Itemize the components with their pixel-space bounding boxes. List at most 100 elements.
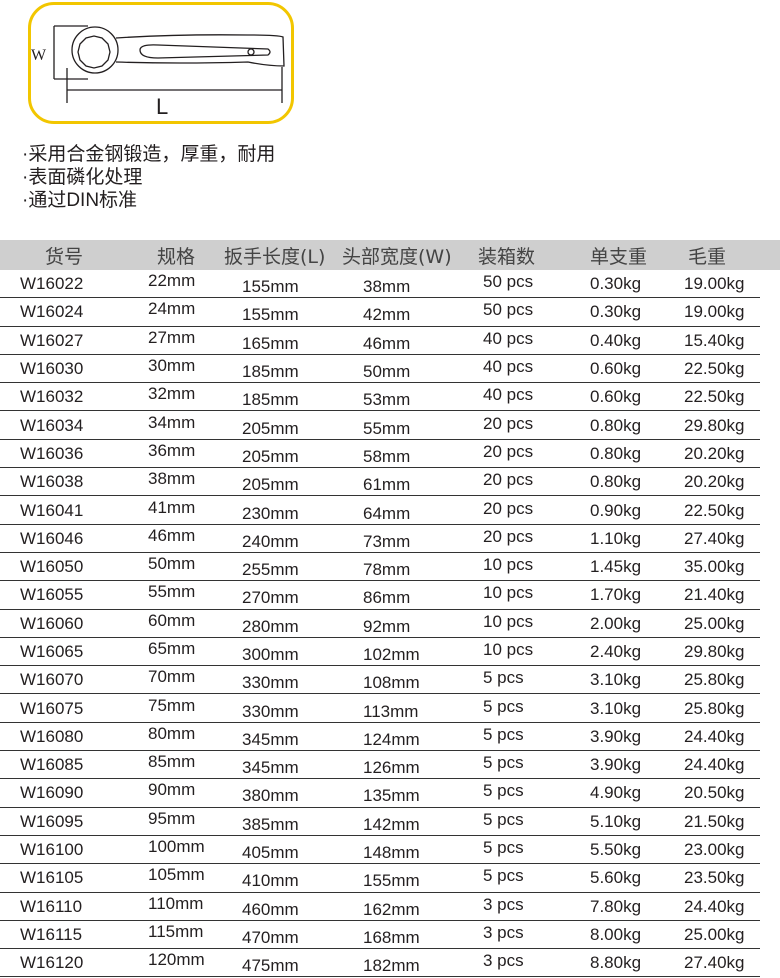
feature-list: ·采用合金钢锻造，厚重，耐用 ·表面磷化处理 ·通过DIN标准 (22, 143, 275, 212)
cell-gross-weight: 25.00kg (684, 924, 745, 944)
cell-gross-weight: 20.50kg (684, 783, 745, 803)
cell-gross-weight: 19.00kg (684, 302, 745, 322)
cell-model: W16075 (20, 698, 84, 718)
cell-length: 470mm (242, 927, 299, 947)
cell-model: W16080 (20, 726, 84, 746)
cell-pack-qty: 3 pcs (483, 922, 524, 942)
cell-gross-weight: 20.20kg (684, 472, 745, 492)
cell-length: 230mm (242, 503, 299, 523)
cell-pack-qty: 20 pcs (483, 441, 534, 461)
cell-pack-qty: 5 pcs (483, 724, 524, 744)
cell-gross-weight: 27.40kg (684, 953, 745, 973)
cell-length: 270mm (242, 588, 299, 608)
cell-gross-weight: 23.00kg (684, 840, 745, 860)
cell-unit-weight: 0.60kg (590, 359, 642, 379)
cell-gross-weight: 29.80kg (684, 415, 745, 435)
cell-model: W16046 (20, 528, 84, 548)
cell-head-width: 168mm (363, 927, 420, 947)
cell-gross-weight: 25.00kg (684, 613, 745, 633)
cell-length: 165mm (242, 333, 299, 353)
cell-model: W16041 (20, 500, 84, 520)
spec-table: 货号 规格 扳手长度(L) 头部宽度(W) 装箱数 单支重 毛重 W16022 2… (0, 240, 780, 978)
cell-model: W16100 (20, 840, 84, 860)
cell-length: 380mm (242, 786, 299, 806)
cell-pack-qty: 3 pcs (483, 894, 524, 914)
cell-model: W16030 (20, 359, 84, 379)
cell-pack-qty: 10 pcs (483, 583, 534, 603)
cell-head-width: 113mm (363, 701, 419, 721)
cell-head-width: 182mm (363, 956, 420, 976)
cell-length: 185mm (242, 390, 299, 410)
cell-head-width: 55mm (363, 418, 411, 438)
table-row: W16105 105mm 410mm 155mm 5 pcs 5.60kg 23.50kg (0, 864, 780, 893)
table-row: W16120 120mm 475mm 182mm 3 pcs 8.80kg 27.40kg (0, 949, 780, 978)
cell-size: 90mm (148, 780, 196, 800)
cell-unit-weight: 8.00kg (590, 924, 642, 944)
cell-unit-weight: 5.60kg (590, 868, 642, 888)
header-pack-qty: 装箱数 (478, 245, 536, 268)
cell-unit-weight: 8.80kg (590, 953, 642, 973)
cell-unit-weight: 0.40kg (590, 330, 642, 350)
diagram-frame (28, 2, 294, 124)
cell-length: 345mm (242, 758, 299, 778)
table-row: W16046 46mm 240mm 73mm 20 pcs 1.10kg 27.40kg (0, 525, 780, 554)
cell-model: W16022 (20, 274, 84, 294)
cell-unit-weight: 0.30kg (590, 274, 642, 294)
cell-head-width: 102mm (363, 645, 420, 664)
cell-gross-weight: 22.50kg (684, 500, 745, 520)
cell-length: 330mm (242, 673, 299, 693)
cell-head-width: 64mm (363, 503, 411, 523)
header-model: 货号 (45, 245, 84, 268)
table-row: W16050 50mm 255mm 78mm 10 pcs 1.45kg 35.00kg (0, 553, 780, 582)
cell-length: 255mm (242, 560, 299, 580)
header-gross-weight: 毛重 (688, 245, 727, 268)
cell-gross-weight: 35.00kg (684, 557, 745, 577)
cell-length: 205mm (242, 475, 299, 495)
wrench-icon (71, 26, 285, 74)
table-row: W16110 110mm 460mm 162mm 3 pcs 7.80kg 24.40kg (0, 893, 780, 922)
cell-size: 105mm (148, 865, 205, 885)
cell-unit-weight: 3.90kg (590, 755, 642, 775)
cell-pack-qty: 20 pcs (483, 526, 534, 546)
cell-length: 410mm (242, 871, 299, 891)
table-row: W16080 80mm 345mm 124mm 5 pcs 3.90kg 24.40kg (0, 723, 780, 752)
cell-length: 385mm (242, 814, 299, 834)
cell-unit-weight: 3.10kg (590, 670, 642, 690)
cell-unit-weight: 2.40kg (590, 642, 642, 661)
cell-model: W16032 (20, 387, 84, 407)
cell-length: 185mm (242, 362, 299, 382)
table-row: W16034 34mm 205mm 55mm 20 pcs 0.80kg 29.80kg (0, 411, 780, 441)
cell-unit-weight: 0.90kg (590, 500, 642, 520)
cell-pack-qty: 10 pcs (483, 611, 534, 631)
table-row: W16032 32mm 185mm 53mm 40 pcs 0.60kg 22.50kg (0, 383, 780, 412)
feature-item: ·采用合金钢锻造，厚重，耐用 (22, 144, 276, 165)
cell-length: 475mm (242, 956, 299, 976)
cell-pack-qty: 40 pcs (483, 357, 534, 377)
cell-head-width: 42mm (363, 305, 411, 325)
cell-model: W16055 (20, 585, 84, 605)
cell-size: 36mm (148, 440, 196, 460)
cell-pack-qty: 10 pcs (483, 640, 534, 659)
cell-pack-qty: 40 pcs (483, 385, 534, 405)
table-row: W16055 55mm 270mm 86mm 10 pcs 1.70kg 21.40kg (0, 581, 780, 610)
cell-length: 205mm (242, 418, 299, 438)
table-row: W16115 115mm 470mm 168mm 3 pcs 8.00kg 25.00kg (0, 921, 780, 950)
cell-size: 85mm (148, 752, 196, 772)
table-header: 货号 规格 扳手长度(L) 头部宽度(W) 装箱数 单支重 毛重 (0, 240, 780, 270)
cell-gross-weight: 25.80kg (684, 670, 745, 690)
cell-head-width: 38mm (363, 277, 411, 297)
cell-unit-weight: 2.00kg (590, 613, 642, 633)
table-row: W16038 38mm 205mm 61mm 20 pcs 0.80kg 20.20kg (0, 468, 780, 497)
cell-length: 205mm (242, 446, 299, 466)
cell-head-width: 162mm (363, 899, 420, 919)
cell-length: 460mm (242, 899, 299, 919)
cell-model: W16060 (20, 613, 84, 633)
cell-gross-weight: 27.40kg (684, 528, 745, 548)
cell-model: W16115 (20, 924, 83, 944)
cell-unit-weight: 1.45kg (590, 557, 642, 577)
cell-gross-weight: 29.80kg (684, 642, 745, 661)
cell-unit-weight: 0.80kg (590, 415, 642, 435)
table-row: W16060 60mm 280mm 92mm 10 pcs 2.00kg 25.00kg (0, 610, 780, 639)
cell-unit-weight: 5.50kg (590, 840, 642, 860)
cell-size: 115mm (148, 921, 204, 941)
